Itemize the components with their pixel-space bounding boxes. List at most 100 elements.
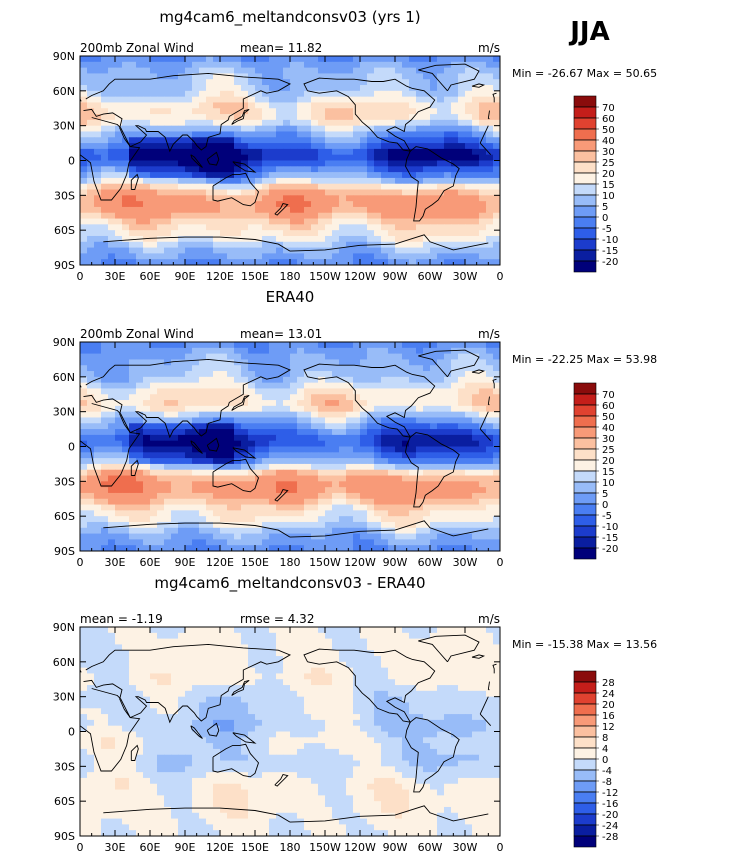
field-cell bbox=[206, 114, 214, 121]
field-cell bbox=[150, 469, 158, 476]
field-cell bbox=[157, 475, 165, 482]
field-cell bbox=[367, 429, 375, 436]
field-cell bbox=[94, 545, 102, 551]
field-cell bbox=[164, 125, 172, 132]
field-cell bbox=[374, 212, 382, 219]
field-cell bbox=[451, 224, 459, 231]
field-cell bbox=[297, 492, 305, 500]
field-cell bbox=[171, 510, 179, 517]
field-cell bbox=[234, 376, 242, 384]
field-cell bbox=[122, 67, 130, 74]
field-cell bbox=[353, 79, 361, 86]
field-cell bbox=[409, 539, 417, 546]
field-cell bbox=[171, 342, 179, 349]
field-cell bbox=[199, 632, 207, 640]
field-cell bbox=[80, 376, 88, 384]
field-cell bbox=[311, 458, 319, 465]
field-cell bbox=[87, 656, 95, 663]
field-cell bbox=[325, 434, 333, 442]
field-cell bbox=[353, 148, 361, 156]
field-cell bbox=[458, 417, 466, 424]
field-cell bbox=[388, 458, 396, 465]
colorbar-label: 30 bbox=[602, 147, 615, 158]
colorbar-box bbox=[573, 382, 597, 395]
field-cell bbox=[94, 650, 102, 657]
field-cell bbox=[255, 417, 263, 424]
field-cell bbox=[94, 342, 102, 349]
field-cell bbox=[101, 61, 109, 69]
field-cell bbox=[402, 458, 410, 465]
field-cell bbox=[262, 183, 270, 190]
field-cell bbox=[206, 400, 214, 407]
field-cell bbox=[332, 347, 340, 355]
field-cell bbox=[80, 388, 88, 395]
field-cell bbox=[395, 177, 403, 185]
field-cell bbox=[409, 224, 417, 231]
field-cell bbox=[164, 154, 172, 161]
field-cell bbox=[262, 347, 270, 355]
field-cell bbox=[283, 498, 291, 505]
field-cell bbox=[416, 452, 424, 459]
field-cell bbox=[381, 201, 389, 208]
field-cell bbox=[227, 638, 235, 645]
field-cell bbox=[192, 656, 200, 663]
field-cell bbox=[199, 394, 207, 401]
field-cell bbox=[311, 498, 319, 505]
field-cell bbox=[192, 206, 200, 214]
field-cell bbox=[241, 119, 249, 127]
field-cell bbox=[325, 510, 333, 517]
field-cell bbox=[339, 452, 347, 459]
field-cell bbox=[241, 469, 249, 476]
field-cell bbox=[255, 166, 263, 173]
field-cell bbox=[122, 160, 130, 167]
field-cell bbox=[269, 342, 277, 349]
field-cell bbox=[206, 79, 214, 86]
field-cell bbox=[213, 458, 221, 465]
field-cell bbox=[444, 650, 452, 657]
field-cell bbox=[262, 67, 270, 74]
field-cell bbox=[486, 230, 494, 237]
field-cell bbox=[311, 183, 319, 190]
field-cell bbox=[199, 114, 207, 121]
field-cell bbox=[451, 230, 459, 237]
field-cell bbox=[276, 382, 284, 389]
field-cell bbox=[150, 56, 158, 63]
field-cell bbox=[444, 469, 452, 476]
field-cell bbox=[395, 85, 403, 92]
field-cell bbox=[227, 411, 235, 418]
field-cell bbox=[367, 195, 375, 202]
field-cell bbox=[220, 527, 228, 534]
field-cell bbox=[283, 108, 291, 115]
field-cell bbox=[276, 510, 284, 517]
field-cell bbox=[388, 347, 396, 355]
field-cell bbox=[416, 644, 424, 651]
field-cell bbox=[430, 218, 438, 225]
field-cell bbox=[451, 521, 459, 529]
field-cell bbox=[143, 429, 151, 436]
field-cell bbox=[276, 259, 284, 265]
field-cell bbox=[94, 481, 102, 488]
field-cell bbox=[451, 359, 459, 366]
field-cell bbox=[192, 510, 200, 517]
field-cell bbox=[479, 96, 487, 103]
field-cell bbox=[381, 533, 389, 540]
field-cell bbox=[451, 382, 459, 389]
field-cell bbox=[220, 458, 228, 465]
field-cell bbox=[101, 539, 109, 546]
field-cell bbox=[164, 411, 172, 418]
field-cell bbox=[94, 90, 102, 98]
field-cell bbox=[409, 429, 417, 436]
field-cell bbox=[353, 347, 361, 355]
field-cell bbox=[311, 102, 319, 109]
field-cell bbox=[227, 533, 235, 540]
colorbar-label: 50 bbox=[602, 125, 615, 136]
field-cell bbox=[311, 177, 319, 185]
field-cell bbox=[339, 230, 347, 237]
field-cell bbox=[465, 376, 473, 384]
field-cell bbox=[122, 446, 130, 453]
field-cell bbox=[80, 56, 88, 63]
field-cell bbox=[318, 656, 326, 663]
field-cell bbox=[325, 371, 333, 378]
field-cell bbox=[157, 177, 165, 185]
